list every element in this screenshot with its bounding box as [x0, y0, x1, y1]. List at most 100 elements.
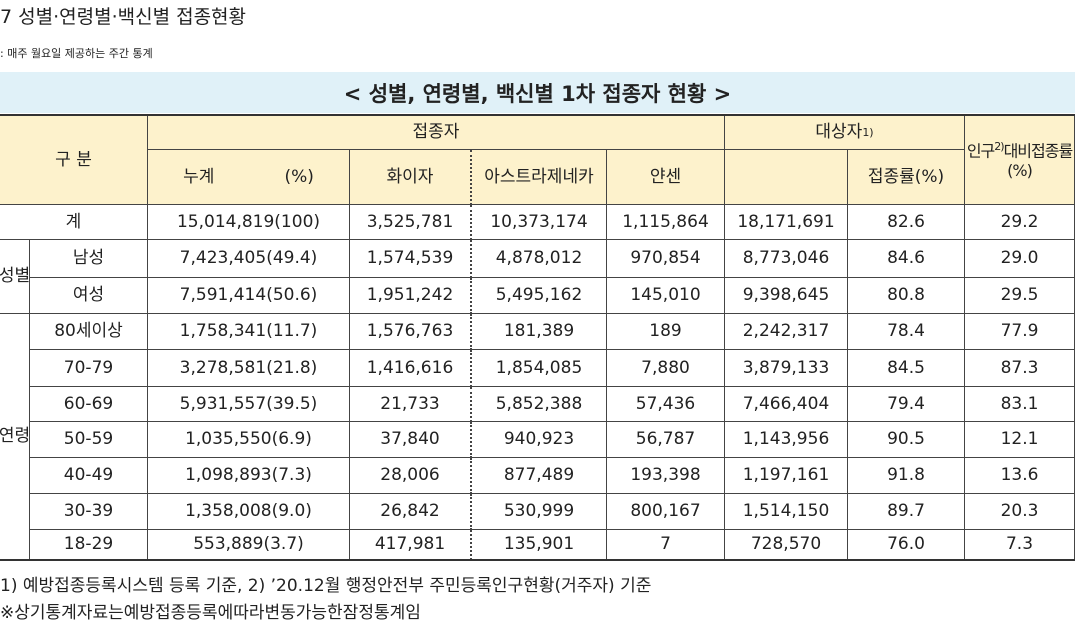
- table-cell: 5,852,388: [472, 387, 607, 422]
- table-cell: 940,923: [472, 422, 607, 458]
- table-cell: 189: [607, 314, 725, 350]
- table-cell: 3,525,781: [350, 205, 472, 240]
- header-cell: 누계 (%): [148, 150, 350, 205]
- table-cell: 37,840: [350, 422, 472, 458]
- table-cell: 970,854: [607, 240, 725, 278]
- row-label: 30-39: [30, 494, 148, 530]
- table-cell: 553,889(3.7): [148, 530, 350, 560]
- table-cell: 78.4: [848, 314, 965, 350]
- table-cell: 1,758,341(11.7): [148, 314, 350, 350]
- table-cell: 18,171,691: [725, 205, 848, 240]
- table-cell: 1,358,008(9.0): [148, 494, 350, 530]
- table-cell: 1,098,893(7.3): [148, 458, 350, 494]
- row-label: 40-49: [30, 458, 148, 494]
- table-cell: 7,591,414(50.6): [148, 278, 350, 314]
- row-label: 여성: [30, 278, 148, 314]
- table-cell: 5,931,557(39.5): [148, 387, 350, 422]
- table-cell: 1,416,616: [350, 350, 472, 387]
- table-cell: 1,035,550(6.9): [148, 422, 350, 458]
- table-cell: 1,197,161: [725, 458, 848, 494]
- row-label: 70-79: [30, 350, 148, 387]
- header-cell: 접종자: [148, 116, 725, 150]
- table-cell: 83.1: [965, 387, 1075, 422]
- table-cell: 89.7: [848, 494, 965, 530]
- row-label: 계: [0, 205, 148, 240]
- row-label: 80세이상: [30, 314, 148, 350]
- row-label: 50-59: [30, 422, 148, 458]
- header-cell: 아스트라제네카: [472, 150, 607, 205]
- row-label: 60-69: [30, 387, 148, 422]
- section-title: 7 성별·연령별·백신별 접종현황: [0, 6, 247, 28]
- table-cell: 76.0: [848, 530, 965, 560]
- row-label: 남성: [30, 240, 148, 278]
- table-cell: 417,981: [350, 530, 472, 560]
- table-cell: 145,010: [607, 278, 725, 314]
- table-cell: 26,842: [350, 494, 472, 530]
- table-cell: 2,242,317: [725, 314, 848, 350]
- table-cell: 29.0: [965, 240, 1075, 278]
- table-cell: 1,576,763: [350, 314, 472, 350]
- table-cell: 82.6: [848, 205, 965, 240]
- table-cell: 57,436: [607, 387, 725, 422]
- header-line: 인구2)대비접종률: [966, 140, 1074, 161]
- table-cell: 20.3: [965, 494, 1075, 530]
- table-cell: 56,787: [607, 422, 725, 458]
- group-label: 연령: [0, 314, 30, 560]
- table-cell: 3,278,581(21.8): [148, 350, 350, 387]
- table-cell: 7,880: [607, 350, 725, 387]
- header-cell: 구 분: [0, 116, 148, 205]
- header-text: (%): [1007, 160, 1033, 180]
- header-cell: 접종률(%): [848, 150, 965, 205]
- header-cell: 대상자 1): [725, 116, 965, 150]
- footnote-mark: 1): [862, 125, 874, 139]
- table-cell: 79.4: [848, 387, 965, 422]
- table-cell: 7: [607, 530, 725, 560]
- table-cell: 15,014,819(100): [148, 205, 350, 240]
- table-cell: 530,999: [472, 494, 607, 530]
- table-cell: 28,006: [350, 458, 472, 494]
- table-cell: 1,951,242: [350, 278, 472, 314]
- header-cell: 인구2)대비접종률 (%): [965, 116, 1075, 205]
- table-cell: 84.6: [848, 240, 965, 278]
- table-cell: 1,854,085: [472, 350, 607, 387]
- table-cell: 80.8: [848, 278, 965, 314]
- table-title: < 성별, 연령별, 백신별 1차 접종자 현황 >: [0, 72, 1075, 113]
- footnote-mark: 2): [994, 140, 1004, 154]
- table-cell: 1,574,539: [350, 240, 472, 278]
- table-cell: 181,389: [472, 314, 607, 350]
- header-text: (%): [284, 166, 314, 187]
- section-note: : 매주 월요일 제공하는 주간 통계: [0, 47, 153, 60]
- header-cell: [725, 150, 848, 205]
- header-text: 인구: [966, 141, 995, 161]
- table-cell: 87.3: [965, 350, 1075, 387]
- table-cell: 84.5: [848, 350, 965, 387]
- table-cell: 90.5: [848, 422, 965, 458]
- footnote: ※상기통계자료는예방접종등록에따라변동가능한잠정통계임: [0, 603, 421, 623]
- table-cell: 91.8: [848, 458, 965, 494]
- rule: [0, 559, 1075, 561]
- row-label: 18-29: [30, 530, 148, 560]
- table-cell: 7,423,405(49.4): [148, 240, 350, 278]
- table-cell: 1,115,864: [607, 205, 725, 240]
- table-cell: 877,489: [472, 458, 607, 494]
- table-cell: 9,398,645: [725, 278, 848, 314]
- table-cell: 29.2: [965, 205, 1075, 240]
- rule: [0, 114, 1075, 116]
- table-cell: 800,167: [607, 494, 725, 530]
- table-cell: 10,373,174: [472, 205, 607, 240]
- table-cell: 8,773,046: [725, 240, 848, 278]
- group-label: 성별: [0, 240, 30, 314]
- table-cell: 193,398: [607, 458, 725, 494]
- table-cell: 7,466,404: [725, 387, 848, 422]
- header-cell: 화이자: [350, 150, 472, 205]
- table-cell: 5,495,162: [472, 278, 607, 314]
- table-cell: 135,901: [472, 530, 607, 560]
- header-text: 대비접종률: [1003, 141, 1074, 161]
- table-cell: 12.1: [965, 422, 1075, 458]
- table-cell: 13.6: [965, 458, 1075, 494]
- footnote: 1) 예방접종등록시스템 등록 기준, 2) ’20.12월 행정안전부 주민등…: [0, 576, 652, 596]
- header-text: 누계: [183, 166, 215, 187]
- table-cell: 21,733: [350, 387, 472, 422]
- table-cell: 4,878,012: [472, 240, 607, 278]
